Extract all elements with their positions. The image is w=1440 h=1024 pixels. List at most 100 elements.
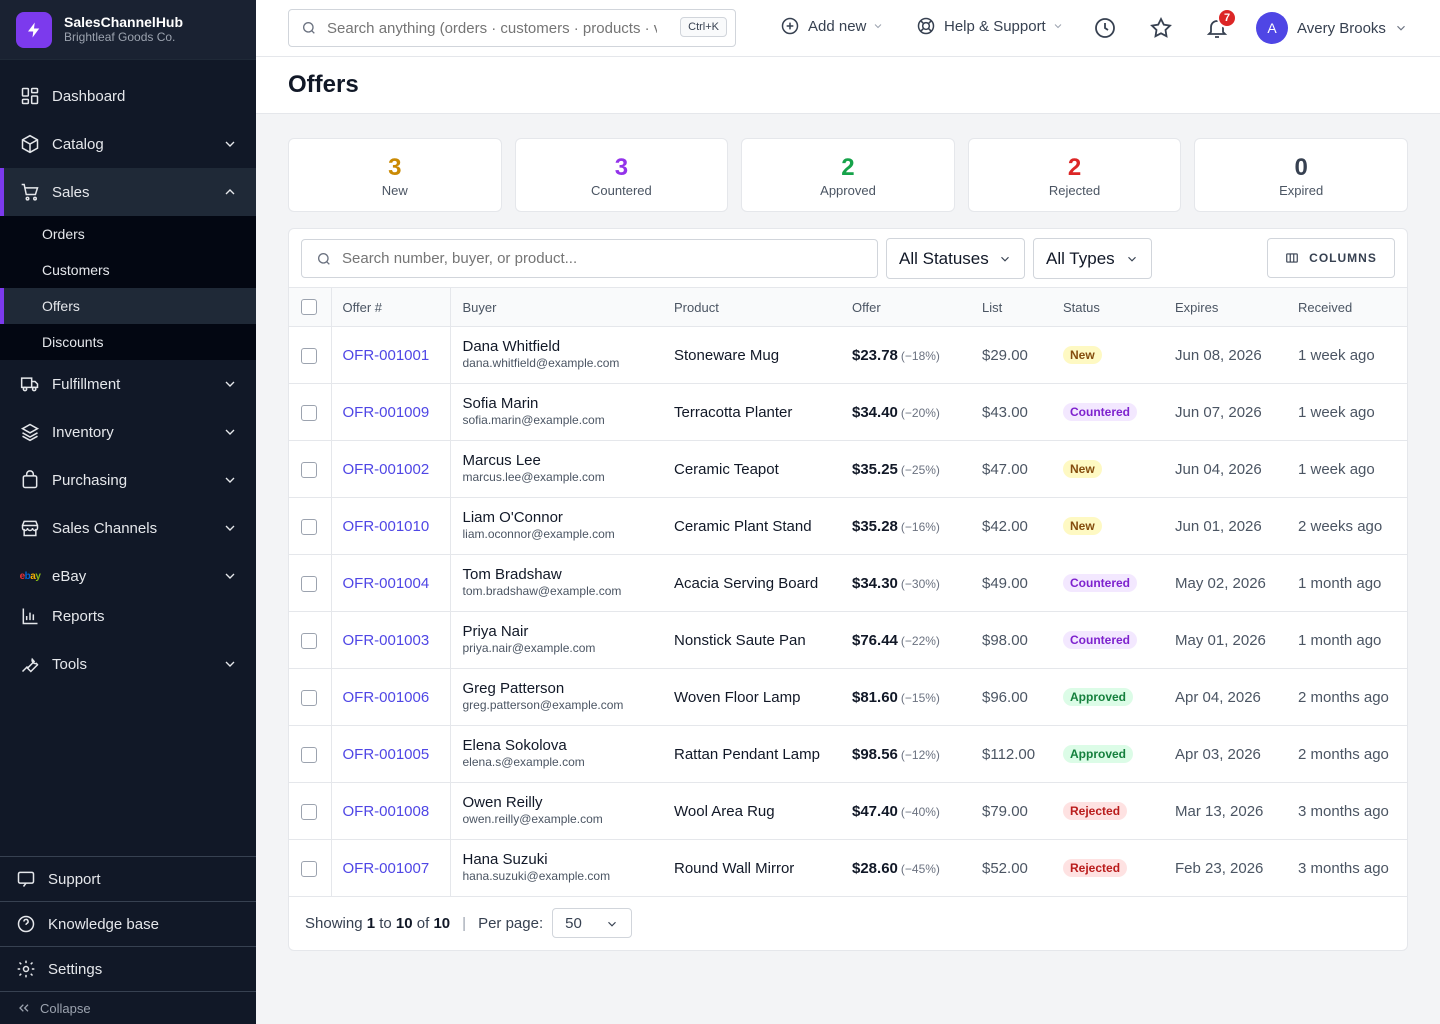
offer-amount: $81.60 — [852, 688, 898, 706]
row-select-cell — [289, 440, 332, 498]
sidebar-item-knowledge-base[interactable]: Knowledge base — [0, 901, 256, 946]
offer-number-link[interactable]: OFR-001003 — [342, 631, 430, 649]
stat-card-approved[interactable]: 2 Approved — [741, 138, 955, 212]
offer-number-link[interactable]: OFR-001009 — [342, 403, 430, 421]
type-filter-select[interactable]: All Types — [1033, 238, 1152, 279]
sidebar-subitem-customers[interactable]: Customers — [42, 262, 110, 278]
stat-card-countered[interactable]: 3 Countered — [514, 138, 729, 212]
global-search[interactable]: Ctrl+K — [288, 9, 736, 47]
col-header-list[interactable]: List — [970, 287, 1051, 327]
table-row[interactable]: OFR-001001 Dana Whitfield dana.whitfield@e… — [289, 326, 1407, 384]
sidebar-item-label: Purchasing — [52, 471, 128, 489]
buyer-name: Owen Reilly — [462, 794, 543, 811]
chevron-down-icon — [1128, 256, 1136, 262]
offer-number-link[interactable]: OFR-001005 — [342, 745, 430, 763]
offer-number-link[interactable]: OFR-001001 — [342, 346, 430, 364]
stat-card-rejected[interactable]: 2 Rejected — [967, 138, 1182, 212]
offer-number-link[interactable]: OFR-001006 — [342, 688, 430, 706]
sidebar-item-settings[interactable]: Settings — [0, 946, 256, 991]
offer-number-link[interactable]: OFR-001004 — [342, 574, 430, 592]
offer-number-link[interactable]: OFR-001007 — [342, 859, 430, 877]
row-checkbox[interactable] — [301, 404, 317, 421]
col-header-received[interactable]: Received — [1286, 287, 1407, 327]
buyer-name: Marcus Lee — [462, 452, 541, 469]
sidebar-item-fulfillment[interactable]: Fulfillment — [0, 360, 256, 408]
page-header: Offers — [256, 57, 1440, 114]
expires-cell: Feb 23, 2026 — [1163, 839, 1286, 897]
row-checkbox[interactable] — [301, 689, 317, 706]
sidebar-subitem-offers[interactable]: Offers — [0, 288, 256, 324]
sidebar-item-purchasing[interactable]: Purchasing — [0, 456, 256, 504]
row-checkbox[interactable] — [301, 518, 317, 535]
row-checkbox[interactable] — [301, 461, 317, 478]
row-checkbox[interactable] — [301, 803, 317, 820]
history-icon[interactable] — [1093, 16, 1117, 40]
sidebar-bottom: Support Knowledge base Settings Collapse — [0, 856, 256, 1024]
help-support-button[interactable]: Help & Support — [916, 16, 1064, 36]
table-row[interactable]: OFR-001010 Liam O'Connor liam.oconnor@exam… — [289, 497, 1407, 555]
notifications-button[interactable]: 7 — [1205, 8, 1237, 40]
per-page-select[interactable]: 50 — [552, 908, 633, 938]
chevron-down-icon — [225, 381, 235, 387]
columns-label: COLUMNS — [1309, 251, 1377, 265]
row-checkbox[interactable] — [301, 575, 317, 592]
sidebar-item-inventory[interactable]: Inventory — [0, 408, 256, 456]
col-header-product[interactable]: Product — [662, 287, 840, 327]
row-checkbox[interactable] — [301, 860, 317, 877]
table-row[interactable]: OFR-001006 Greg Patterson greg.patterson@e… — [289, 668, 1407, 726]
status-filter-select[interactable]: All Statuses — [886, 238, 1025, 279]
table-row[interactable]: OFR-001009 Sofia Marin sofia.marin@example… — [289, 383, 1407, 441]
brand[interactable]: SalesChannelHub Brightleaf Goods Co. — [0, 0, 256, 60]
sidebar-item-reports[interactable]: Reports — [0, 600, 256, 632]
col-header-buyer[interactable]: Buyer — [450, 287, 662, 327]
sidebar-item-support[interactable]: Support — [0, 856, 256, 901]
col-header-offer-number[interactable]: Offer # — [331, 287, 451, 327]
per-page-label: Per page: — [478, 914, 544, 932]
list-price-cell: $47.00 — [970, 440, 1051, 498]
offer-number-link[interactable]: OFR-001008 — [342, 802, 430, 820]
table-row[interactable]: OFR-001004 Tom Bradshaw tom.bradshaw@examp… — [289, 554, 1407, 612]
brand-name: SalesChannelHub — [64, 14, 184, 30]
sidebar-item-tools[interactable]: Tools — [0, 632, 256, 696]
table-row[interactable]: OFR-001002 Marcus Lee marcus.lee@example.c… — [289, 440, 1407, 498]
global-search-input[interactable] — [327, 19, 657, 37]
table-row[interactable]: OFR-001008 Owen Reilly owen.reilly@example… — [289, 782, 1407, 840]
table-row[interactable]: OFR-001003 Priya Nair priya.nair@example.c… — [289, 611, 1407, 669]
chevron-down-icon — [1397, 25, 1405, 31]
status-badge: Approved — [1063, 688, 1134, 706]
row-checkbox[interactable] — [301, 347, 317, 364]
col-header-status[interactable]: Status — [1051, 287, 1163, 327]
star-icon[interactable] — [1149, 16, 1173, 40]
col-header-expires[interactable]: Expires — [1163, 287, 1286, 327]
stat-card-new[interactable]: 3 New — [288, 138, 502, 212]
collapse-button[interactable]: Collapse — [0, 991, 256, 1024]
offers-table-card: All Statuses All Types COLUMNS Offer # B… — [288, 228, 1408, 951]
col-header-offer[interactable]: Offer — [840, 287, 970, 327]
sidebar-item-dashboard[interactable]: Dashboard — [0, 72, 256, 120]
table-search-input[interactable] — [342, 250, 842, 267]
offer-number-link[interactable]: OFR-001002 — [342, 460, 430, 478]
sidebar-item-sales-channels[interactable]: Sales Channels — [0, 504, 256, 552]
offer-cell: $98.56 (−12%) — [840, 725, 970, 783]
add-new-button[interactable]: Add new — [780, 16, 884, 36]
sidebar-item-sales[interactable]: Sales — [0, 168, 256, 216]
sidebar-subitem-orders[interactable]: Orders — [42, 226, 85, 242]
stat-card-expired[interactable]: 0 Expired — [1194, 138, 1408, 212]
sidebar-item-catalog[interactable]: Catalog — [0, 120, 256, 168]
table-row[interactable]: OFR-001005 Elena Sokolova elena.s@example.… — [289, 725, 1407, 783]
columns-button[interactable]: COLUMNS — [1267, 238, 1395, 278]
offer-number-link[interactable]: OFR-001010 — [342, 517, 430, 535]
offer-amount: $23.78 — [852, 346, 898, 364]
row-checkbox[interactable] — [301, 746, 317, 763]
stat-label: Countered — [591, 183, 652, 198]
buyer-name: Hana Suzuki — [462, 851, 548, 868]
user-menu[interactable]: A Avery Brooks — [1256, 12, 1408, 44]
table-search[interactable] — [301, 239, 878, 278]
row-checkbox[interactable] — [301, 632, 317, 649]
buyer-cell: Dana Whitfield dana.whitfield@example.com — [450, 326, 662, 384]
select-all-checkbox[interactable] — [301, 299, 317, 316]
offer-discount: (−20%) — [900, 405, 940, 420]
table-row[interactable]: OFR-001007 Hana Suzuki hana.suzuki@example… — [289, 839, 1407, 897]
sidebar-subitem-discounts[interactable]: Discounts — [42, 334, 104, 350]
